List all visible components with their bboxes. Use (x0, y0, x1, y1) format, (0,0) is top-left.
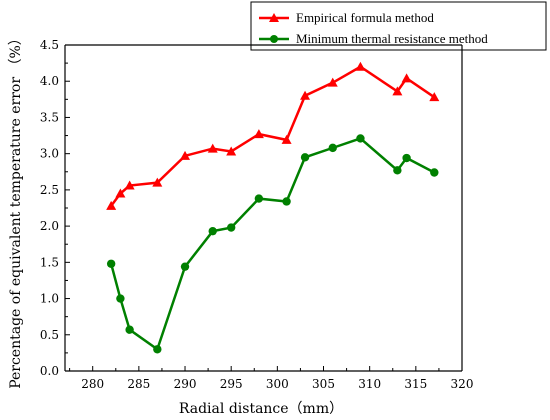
data-point-minimum-thermal (254, 194, 264, 203)
legend-marker-triangle-icon (269, 13, 279, 22)
data-point-empirical (300, 90, 311, 100)
data-point-empirical (180, 150, 191, 160)
data-point-empirical (355, 61, 366, 71)
data-point-minimum-thermal (208, 226, 217, 236)
y-tick-label: 1.5 (40, 255, 59, 269)
legend-label-minimum-thermal: Minimum thermal resistance method (296, 31, 488, 46)
data-point-empirical (327, 77, 338, 87)
y-tick-label: 3.0 (40, 147, 59, 161)
y-tick-label: 2.0 (40, 219, 59, 233)
legend-label-empirical: Empirical formula method (296, 10, 434, 25)
data-point-minimum-thermal (125, 325, 134, 334)
x-tick-label: 305 (312, 377, 335, 391)
data-point-empirical (392, 86, 403, 96)
data-point-minimum-thermal (300, 153, 310, 162)
data-point-empirical (115, 188, 126, 198)
y-tick-label: 1.0 (40, 292, 59, 306)
data-point-minimum-thermal (393, 166, 402, 175)
legend-marker-circle-icon (270, 35, 278, 43)
data-point-empirical (429, 92, 440, 102)
data-point-empirical (401, 73, 412, 83)
x-tick-label: 315 (404, 377, 427, 391)
data-point-minimum-thermal (116, 294, 125, 303)
y-tick-label: 3.5 (40, 110, 59, 124)
data-point-empirical (207, 143, 218, 153)
x-tick-label: 280 (81, 377, 104, 391)
x-tick-label: 310 (358, 377, 381, 391)
data-point-minimum-thermal (180, 262, 190, 271)
x-tick-label: 300 (266, 377, 289, 391)
axes: 280 285 290 295 300 305 310 315 320 0.0 0.5 1.0 1.5 2… (40, 38, 474, 391)
y-axis-title: Percentage of equivalent temperature err… (8, 31, 24, 389)
legend: Empirical formula method Minimum thermal… (250, 1, 547, 51)
data-point-minimum-thermal (356, 134, 365, 143)
data-point-minimum-thermal (430, 168, 439, 177)
x-tick-label: 295 (220, 377, 243, 391)
data-point-empirical (281, 134, 292, 144)
x-tick-label: 320 (451, 377, 474, 391)
y-tick-label: 4.5 (40, 38, 59, 52)
y-tick-label: 0.0 (40, 364, 59, 378)
data-point-empirical (124, 180, 135, 190)
data-point-minimum-thermal (402, 153, 411, 163)
legend-box (250, 1, 547, 51)
y-tick-label: 4.0 (40, 74, 59, 88)
data-point-empirical (253, 129, 264, 139)
y-tick-label: 0.5 (40, 328, 59, 342)
data-point-minimum-thermal (282, 197, 291, 206)
y-tick-label: 2.5 (40, 183, 59, 197)
x-axis-title: Radial distance（mm） (179, 401, 343, 417)
data-point-minimum-thermal (153, 345, 162, 354)
series-layer (106, 61, 440, 354)
x-tick-label: 285 (127, 377, 150, 391)
data-point-empirical (226, 146, 237, 156)
data-point-minimum-thermal (328, 143, 337, 153)
data-point-minimum-thermal (106, 259, 116, 268)
series-line-minimum-thermal (109, 137, 435, 352)
data-point-empirical (152, 177, 163, 187)
data-point-empirical (106, 200, 117, 210)
data-point-minimum-thermal (226, 223, 236, 232)
x-tick-label: 290 (174, 377, 197, 391)
